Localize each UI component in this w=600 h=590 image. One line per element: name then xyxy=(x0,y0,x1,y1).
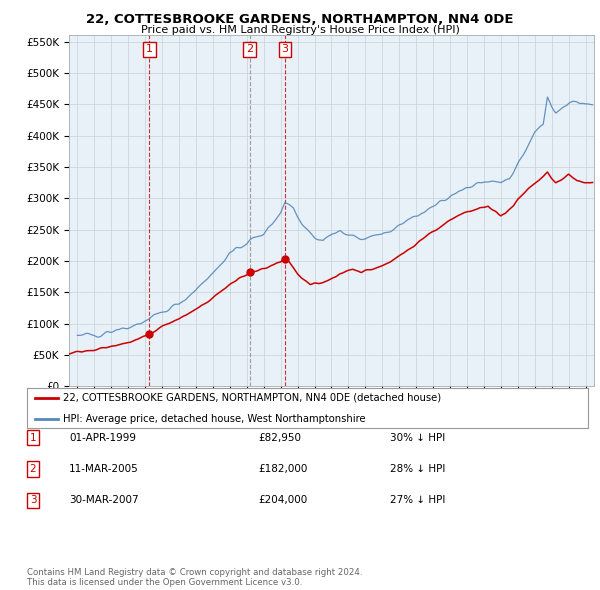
Text: 22, COTTESBROOKE GARDENS, NORTHAMPTON, NN4 0DE (detached house): 22, COTTESBROOKE GARDENS, NORTHAMPTON, N… xyxy=(64,393,442,402)
Text: 28% ↓ HPI: 28% ↓ HPI xyxy=(390,464,445,474)
Text: HPI: Average price, detached house, West Northamptonshire: HPI: Average price, detached house, West… xyxy=(64,414,366,424)
Text: £182,000: £182,000 xyxy=(258,464,307,474)
Text: 1: 1 xyxy=(29,433,37,442)
Text: 3: 3 xyxy=(281,44,289,54)
Point xyxy=(280,254,290,263)
Text: 1: 1 xyxy=(146,44,153,54)
Text: £82,950: £82,950 xyxy=(258,433,301,442)
Text: 30-MAR-2007: 30-MAR-2007 xyxy=(69,496,139,505)
Text: 2: 2 xyxy=(246,44,253,54)
Text: 2: 2 xyxy=(29,464,37,474)
Text: 27% ↓ HPI: 27% ↓ HPI xyxy=(390,496,445,505)
Text: 11-MAR-2005: 11-MAR-2005 xyxy=(69,464,139,474)
Text: 22, COTTESBROOKE GARDENS, NORTHAMPTON, NN4 0DE: 22, COTTESBROOKE GARDENS, NORTHAMPTON, N… xyxy=(86,13,514,26)
Text: Price paid vs. HM Land Registry's House Price Index (HPI): Price paid vs. HM Land Registry's House … xyxy=(140,25,460,35)
Point xyxy=(145,330,154,339)
Text: 30% ↓ HPI: 30% ↓ HPI xyxy=(390,433,445,442)
Text: 01-APR-1999: 01-APR-1999 xyxy=(69,433,136,442)
Text: £204,000: £204,000 xyxy=(258,496,307,505)
Text: This data is licensed under the Open Government Licence v3.0.: This data is licensed under the Open Gov… xyxy=(27,578,302,587)
Point xyxy=(245,268,254,277)
Text: Contains HM Land Registry data © Crown copyright and database right 2024.: Contains HM Land Registry data © Crown c… xyxy=(27,568,362,577)
Text: 3: 3 xyxy=(29,496,37,505)
